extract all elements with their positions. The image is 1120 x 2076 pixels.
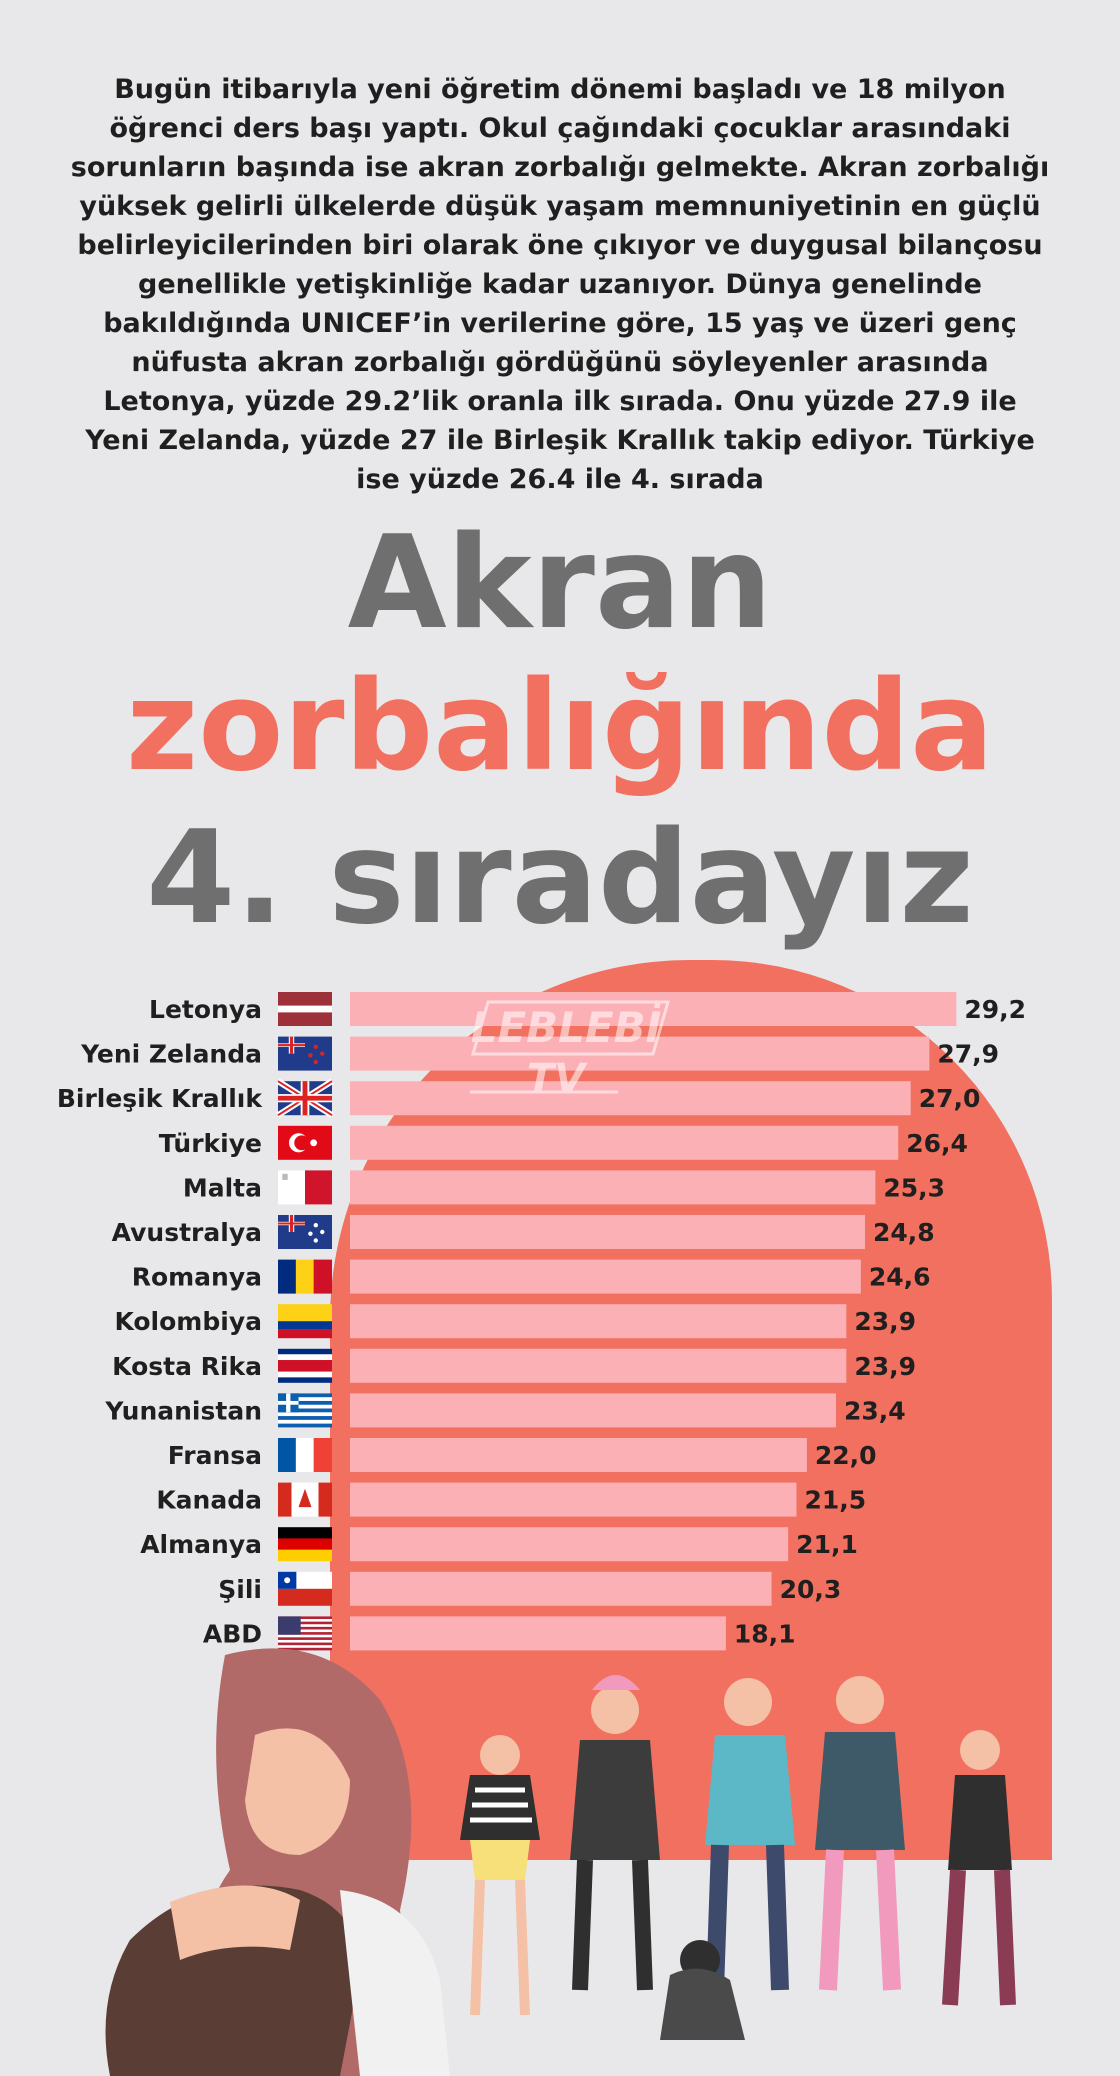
category-label: Avustralya bbox=[112, 1218, 262, 1247]
value-label: 21,1 bbox=[796, 1530, 858, 1559]
colombia-flag bbox=[278, 1304, 332, 1339]
bar-3 bbox=[350, 1081, 911, 1116]
value-label: 24,6 bbox=[869, 1263, 931, 1292]
value-label: 24,8 bbox=[873, 1218, 935, 1247]
costa-rica-flag bbox=[278, 1348, 332, 1383]
student-group bbox=[460, 1675, 1016, 2040]
category-label: Birleşik Krallık bbox=[57, 1084, 264, 1113]
category-label: Kolombiya bbox=[114, 1307, 262, 1336]
bar-4 bbox=[350, 1125, 899, 1160]
bar-7 bbox=[350, 1259, 861, 1294]
value-label: 26,4 bbox=[906, 1129, 968, 1158]
australia-flag bbox=[278, 1215, 332, 1249]
category-label: Yunanistan bbox=[104, 1396, 262, 1425]
germany-flag bbox=[278, 1527, 332, 1562]
romania-flag bbox=[278, 1259, 332, 1294]
value-label: 23,4 bbox=[844, 1396, 906, 1425]
value-label: 23,9 bbox=[854, 1307, 916, 1336]
usa-flag bbox=[278, 1616, 332, 1651]
value-label: 20,3 bbox=[780, 1575, 842, 1604]
canada-flag bbox=[278, 1482, 332, 1517]
bar-8 bbox=[350, 1304, 847, 1339]
turkey-flag bbox=[278, 1125, 332, 1160]
watermark-line-2: TV bbox=[527, 1056, 588, 1102]
greece-flag bbox=[278, 1393, 332, 1428]
category-label: Türkiye bbox=[159, 1129, 262, 1158]
france-flag bbox=[278, 1438, 332, 1472]
category-label: ABD bbox=[203, 1619, 262, 1648]
value-label: 18,1 bbox=[734, 1619, 796, 1648]
bar-5 bbox=[350, 1170, 876, 1205]
bar-12 bbox=[350, 1482, 797, 1517]
value-label: 27,0 bbox=[919, 1084, 981, 1113]
chile-flag bbox=[278, 1571, 332, 1606]
new-zealand-flag bbox=[278, 1036, 332, 1071]
category-label: Fransa bbox=[168, 1441, 262, 1470]
category-label: Kanada bbox=[156, 1486, 262, 1515]
watermark-line-1: LEBLEBİ bbox=[471, 1002, 662, 1052]
bar-1 bbox=[350, 992, 957, 1026]
students-illustration bbox=[105, 1648, 1016, 2076]
bar-9 bbox=[350, 1348, 847, 1383]
bar-10 bbox=[350, 1393, 836, 1428]
headline-line-3: 4. sıradayız bbox=[146, 804, 974, 953]
bar-6 bbox=[350, 1215, 866, 1249]
category-label: Şili bbox=[218, 1575, 262, 1604]
value-label: 29,2 bbox=[964, 995, 1026, 1024]
sad-girl-figure bbox=[105, 1648, 450, 2076]
watermark-logo: LEBLEBİ TV bbox=[470, 1000, 670, 1102]
value-label: 27,9 bbox=[937, 1040, 999, 1069]
value-label: 25,3 bbox=[883, 1173, 945, 1202]
value-label: 21,5 bbox=[804, 1486, 866, 1515]
bar-15 bbox=[350, 1616, 726, 1651]
category-label: Romanya bbox=[132, 1263, 262, 1292]
category-label: Kosta Rika bbox=[112, 1352, 262, 1381]
headline-line-2: zorbalığında bbox=[126, 655, 994, 799]
bar-11 bbox=[350, 1438, 807, 1472]
category-label: Malta bbox=[183, 1173, 262, 1202]
intro-paragraph: Bugün itibarıyla yeni öğretim dönemi baş… bbox=[70, 74, 1050, 495]
value-label: 23,9 bbox=[854, 1352, 916, 1381]
bar-chart: Letonya 29,2 Yeni Zelanda 27,9 Birleşik Kral… bbox=[57, 992, 1026, 1651]
category-label: Yeni Zelanda bbox=[80, 1040, 262, 1069]
united-kingdom-flag bbox=[276, 1078, 334, 1118]
category-label: Letonya bbox=[149, 995, 262, 1024]
latvia-flag bbox=[278, 992, 332, 1026]
bar-14 bbox=[350, 1571, 772, 1606]
malta-flag bbox=[278, 1170, 332, 1205]
category-label: Almanya bbox=[140, 1530, 262, 1559]
headline-line-1: Akran bbox=[347, 509, 773, 658]
value-label: 22,0 bbox=[815, 1441, 877, 1470]
bar-13 bbox=[350, 1527, 789, 1562]
